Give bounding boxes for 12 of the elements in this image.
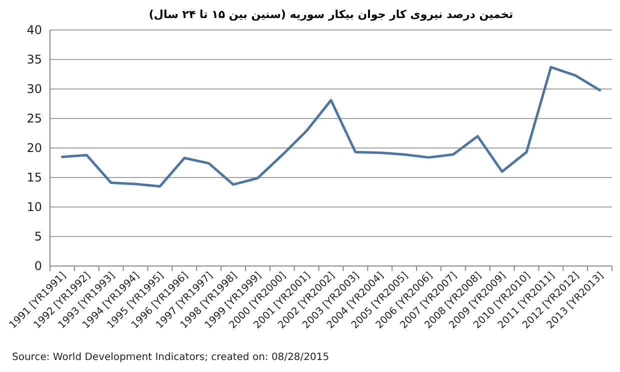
- y-tick-label: 5: [34, 230, 42, 244]
- y-tick-label: 25: [26, 112, 42, 126]
- chart-title: تخمین درصد نیروی کار جوان بیکار سوریه (سنین بین ۱۵ تا ۲۴ سال): [148, 8, 514, 21]
- y-tick-label: 10: [26, 200, 42, 214]
- y-tick-label: 30: [26, 82, 42, 96]
- y-tick-label: 35: [26, 52, 42, 67]
- y-tick-label: 40: [26, 23, 42, 38]
- y-tick-label: 15: [26, 170, 42, 185]
- y-tick-label: 0: [34, 259, 42, 274]
- y-tick-label: 20: [26, 141, 42, 156]
- source-note: Source: World Development Indicators; created on: 08/28/2015: [12, 352, 330, 363]
- line-series: [60, 66, 602, 188]
